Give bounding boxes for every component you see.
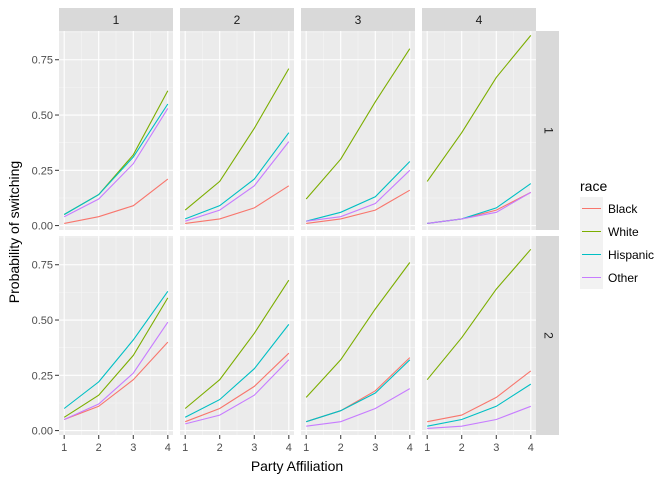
x-tick-label: 4: [407, 442, 413, 454]
panel-4-2: [422, 236, 536, 435]
y-tick-label: 0.75: [32, 55, 53, 67]
series-line-other: [306, 169, 411, 222]
series-line-white: [63, 297, 169, 418]
panel-2-2: [180, 236, 294, 435]
x-tick-label: 1: [61, 442, 67, 454]
panel-1-2: [59, 236, 173, 435]
series-line-white: [305, 262, 411, 398]
facet-strip-col-label: 3: [355, 13, 362, 27]
x-tick-label: 1: [303, 442, 309, 454]
series-line-other: [306, 388, 411, 427]
x-axis-title: Party Affiliation: [251, 458, 343, 474]
series-line-black: [185, 352, 290, 423]
series-line-other: [63, 108, 169, 218]
y-tick-label: 0.00: [32, 221, 53, 233]
legend: race Black White Hispanic Other: [580, 178, 654, 289]
facet-strip-row-label: 1: [541, 127, 555, 134]
facet-strip-row-label: 2: [541, 332, 555, 339]
series-line-hispanic: [185, 132, 290, 220]
facet-strip-col-label: 4: [476, 13, 483, 27]
y-tick-label: 0.25: [32, 165, 53, 177]
legend-label: White: [608, 225, 639, 239]
series-line-hispanic: [63, 103, 169, 215]
series-line-other: [427, 405, 531, 429]
series-line-white: [426, 248, 532, 381]
legend-label: Black: [608, 202, 638, 216]
series-line-white: [184, 279, 290, 409]
legend-label: Hispanic: [608, 248, 654, 262]
series-line-white: [426, 35, 532, 182]
series-line-black: [306, 189, 411, 224]
series-line-hispanic: [306, 359, 411, 423]
x-tick-label: 2: [217, 442, 223, 454]
series-line-black: [185, 185, 290, 224]
series-line-white: [184, 68, 290, 211]
x-tick-label: 2: [459, 442, 465, 454]
legend-label: Other: [608, 271, 638, 285]
x-tick-label: 1: [424, 442, 430, 454]
x-tick-label: 3: [372, 442, 378, 454]
series-line-hispanic: [427, 383, 532, 427]
x-tick-label: 2: [338, 442, 344, 454]
series-line-other: [63, 321, 169, 421]
y-tick-label: 0.00: [32, 426, 53, 438]
x-tick-label: 3: [493, 442, 499, 454]
x-tick-label: 3: [130, 442, 136, 454]
y-axis-title: Probability of switching: [6, 161, 22, 303]
x-tick-label: 4: [528, 442, 534, 454]
series-line-hispanic: [184, 324, 290, 418]
x-tick-label: 1: [182, 442, 188, 454]
y-tick-label: 0.50: [32, 315, 53, 327]
series-line-white: [305, 48, 411, 200]
panel-3-1: [301, 31, 415, 230]
panel-4-1: [422, 31, 536, 230]
facet-strip-col-1: [59, 8, 173, 31]
series-line-black: [64, 341, 169, 421]
facet-strip-row-2: [536, 236, 559, 435]
series-line-black: [64, 178, 169, 224]
facet-strip-col-label: 1: [113, 13, 120, 27]
panel-2-1: [180, 31, 294, 230]
panel-1-1: [59, 31, 173, 230]
x-tick-label: 4: [286, 442, 292, 454]
panel-3-2: [301, 236, 415, 435]
y-tick-label: 0.75: [32, 260, 53, 272]
facet-strip-row-1: [536, 31, 559, 230]
x-tick-label: 3: [251, 442, 257, 454]
y-tick-label: 0.25: [32, 370, 53, 382]
x-tick-label: 2: [96, 442, 102, 454]
facet-strip-col-4: [422, 8, 536, 31]
series-line-hispanic: [306, 161, 411, 222]
legend-title: race: [580, 178, 607, 194]
facet-strip-col-3: [301, 8, 415, 31]
series-line-other: [185, 359, 290, 425]
series-line-black: [427, 370, 532, 423]
x-tick-label: 4: [165, 442, 171, 454]
series-line-hispanic: [63, 290, 169, 409]
series-line-other: [185, 141, 290, 222]
y-tick-label: 0.50: [32, 110, 53, 122]
facet-strip-col-label: 2: [234, 13, 241, 27]
facet-strip-col-2: [180, 8, 294, 31]
series-line-other: [427, 191, 532, 224]
